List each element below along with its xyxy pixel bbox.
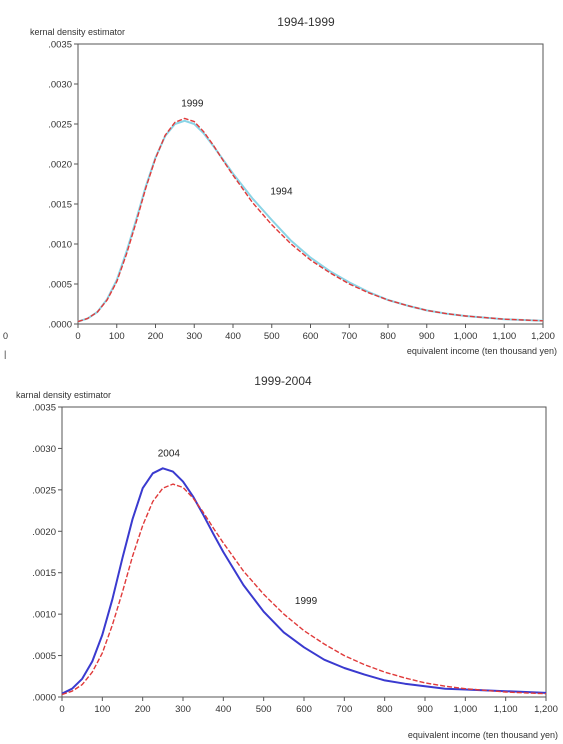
chart-1999-2004: 1999-2004 karnal density estimator .0000…: [16, 374, 558, 740]
y-ticks: .0000 .0005 .0010 .0015 .0020 .0025 .0030 .0035: [48, 40, 78, 331]
margin-mark: |: [4, 349, 6, 359]
x-tick-label: 500: [256, 704, 272, 715]
x-tick-label: 200: [148, 331, 164, 342]
x-tick-label: 700: [336, 704, 352, 715]
margin-mark: 0: [3, 331, 8, 341]
x-ticks: 0 100 200 300 400 500 600 700 800 900 1,000 1,100 1,…: [59, 697, 558, 715]
x-tick-label: 400: [215, 704, 231, 715]
x-tick-label: 1,200: [531, 331, 555, 342]
x-tick-label: 0: [59, 704, 64, 715]
series-line-1999: [77, 117, 544, 323]
x-tick-label: 300: [175, 704, 191, 715]
x-tick-label: 500: [264, 331, 280, 342]
x-tick-label: 900: [419, 331, 435, 342]
y-tick-label: .0025: [32, 485, 56, 496]
series-line-2004: [61, 467, 547, 695]
series-annotation: 2004: [158, 449, 181, 460]
y-tick-label: .0000: [32, 693, 56, 704]
series-annotation: 1999: [181, 98, 204, 109]
y-tick-label: .0010: [48, 240, 72, 251]
x-tick-label: 800: [377, 704, 393, 715]
chart-title: 1994-1999: [277, 15, 335, 29]
series-line-1999: [61, 483, 547, 696]
y-tick-label: .0035: [32, 403, 56, 414]
y-tick-label: .0015: [32, 568, 56, 579]
x-tick-label: 1,000: [454, 331, 478, 342]
y-tick-label: .0015: [48, 200, 72, 211]
series-annotation: 1994: [270, 186, 293, 197]
x-tick-label: 1,100: [492, 331, 516, 342]
y-tick-label: .0000: [48, 320, 72, 331]
x-tick-label: 600: [296, 704, 312, 715]
x-tick-label: 800: [380, 331, 396, 342]
x-axis-label: equivalent income (ten thousand yen): [408, 730, 558, 740]
y-tick-label: .0010: [32, 610, 56, 621]
x-tick-label: 600: [303, 331, 319, 342]
x-tick-label: 300: [186, 331, 202, 342]
y-ticks: .0000 .0005 .0010 .0015 .0020 .0025 .0030 .0035: [32, 403, 62, 704]
plot-frame: [61, 406, 547, 698]
y-tick-label: .0020: [48, 160, 72, 171]
x-axis-label: equivalent income (ten thousand yen): [407, 346, 557, 356]
series-lines: [61, 467, 547, 696]
x-tick-label: 100: [109, 331, 125, 342]
x-tick-label: 200: [135, 704, 151, 715]
x-tick-label: 0: [75, 331, 80, 342]
x-tick-label: 100: [94, 704, 110, 715]
x-tick-label: 1,200: [534, 704, 558, 715]
x-ticks: 0 100 200 300 400 500 600 700 800 900 1,000 1,100 1,…: [75, 324, 555, 342]
y-tick-label: .0005: [32, 651, 56, 662]
y-tick-label: .0030: [48, 80, 72, 91]
x-tick-label: 900: [417, 704, 433, 715]
annotations: 1999 1994: [181, 98, 293, 197]
y-tick-label: .0030: [32, 444, 56, 455]
y-tick-label: .0005: [48, 280, 72, 291]
y-axis-label: karnal density estimator: [16, 390, 111, 400]
y-tick-label: .0020: [32, 527, 56, 538]
y-tick-label: .0025: [48, 120, 72, 131]
x-tick-label: 700: [341, 331, 357, 342]
y-axis-label: kernal density estimator: [30, 27, 125, 37]
x-tick-label: 1,100: [494, 704, 518, 715]
chart-title: 1999-2004: [254, 374, 312, 388]
series-lines: [77, 117, 544, 323]
x-tick-label: 400: [225, 331, 241, 342]
annotations: 2004 1999: [158, 449, 318, 607]
chart-1994-1999: 1994-1999 kernal density estimator .0000…: [30, 15, 557, 356]
series-annotation: 1999: [295, 596, 318, 607]
x-tick-label: 1,000: [453, 704, 477, 715]
plot-frame: [77, 43, 544, 325]
y-tick-label: .0035: [48, 40, 72, 51]
series-line-1994: [77, 119, 544, 323]
